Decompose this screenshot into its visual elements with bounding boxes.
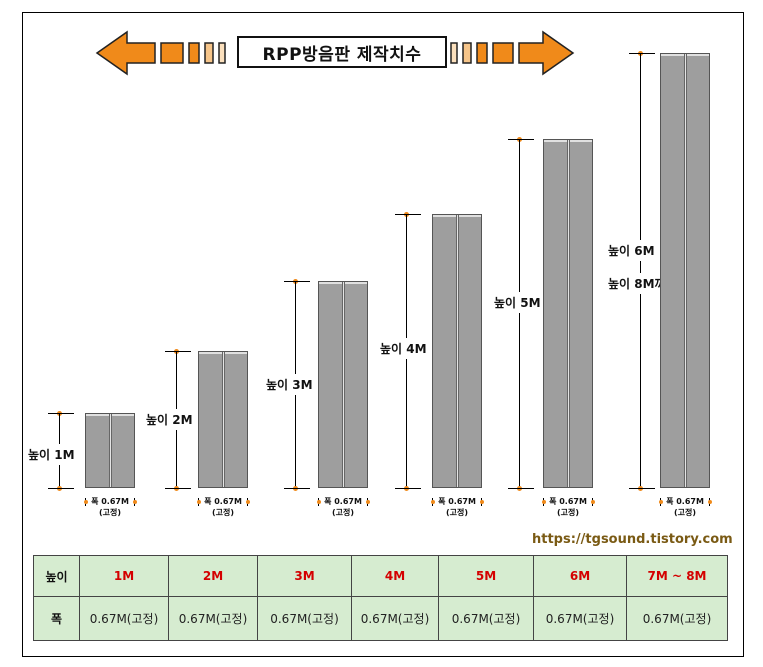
width-cell: 0.67M(고정) [351, 596, 439, 641]
width-label-fixed: (고정) [673, 508, 697, 517]
right-block-4 [492, 42, 514, 64]
right-arrow-icon [518, 30, 575, 76]
dim-top-line [629, 53, 655, 54]
height-label: 높이 2M [146, 409, 193, 430]
left-block-1 [160, 42, 184, 64]
width-label-fixed: (고정) [331, 508, 355, 517]
width-label: 폭 0.67M [91, 497, 129, 506]
height-label: 높이 3M [266, 374, 313, 395]
panel-2m [198, 351, 248, 488]
dim-top-line [508, 139, 534, 140]
title: RPP방음판 제작치수 [237, 36, 447, 68]
width-header: 폭 [33, 596, 80, 641]
dim-bottom-line [395, 488, 421, 489]
dim-top-line [48, 413, 74, 414]
spec-table: 높이 1M 2M 3M 4M 5M 6M 7M ~ 8M 폭 0.67M(고정)… [33, 555, 728, 641]
width-label: 폭 0.67M [549, 497, 587, 506]
height-label: 높이 1M [28, 444, 75, 465]
dim-bottom-line [165, 488, 191, 489]
dim-vertical-line [640, 53, 641, 488]
panel-4m [432, 214, 482, 488]
left-block-4 [218, 42, 226, 64]
width-cell: 0.67M(고정) [257, 596, 352, 641]
dim-top-line [284, 281, 310, 282]
height-cell: 5M [438, 555, 534, 597]
width-cell: 0.67M(고정) [626, 596, 728, 641]
width-label: 폭 0.67M [438, 497, 476, 506]
height-label: 높이 6M [608, 240, 655, 261]
source-url[interactable]: https://tgsound.tistory.com [532, 532, 733, 547]
height-row: 높이 1M 2M 3M 4M 5M 6M 7M ~ 8M [33, 555, 728, 597]
width-cell: 0.67M(고정) [533, 596, 627, 641]
width-label: 폭 0.67M [324, 497, 362, 506]
right-block-3 [476, 42, 488, 64]
height-cell: 6M [533, 555, 627, 597]
left-block-2 [188, 42, 200, 64]
right-block-1 [450, 42, 458, 64]
panel-5m [543, 139, 593, 488]
height-cell: 1M [79, 555, 169, 597]
width-row: 폭 0.67M(고정) 0.67M(고정) 0.67M(고정) 0.67M(고정… [33, 596, 728, 641]
dim-bottom-line [629, 488, 655, 489]
panel-3m [318, 281, 368, 488]
panel-1m [85, 413, 135, 488]
width-label-fixed: (고정) [98, 508, 122, 517]
height-label: 높이 4M [380, 338, 427, 359]
height-cell: 7M ~ 8M [626, 555, 728, 597]
dim-top-line [395, 214, 421, 215]
dim-top-line [165, 351, 191, 352]
width-label-fixed: (고정) [211, 508, 235, 517]
height-cell: 4M [351, 555, 439, 597]
left-arrow-icon [95, 30, 156, 76]
height-header: 높이 [33, 555, 80, 597]
width-cell: 0.67M(고정) [438, 596, 534, 641]
dim-bottom-line [508, 488, 534, 489]
right-block-2 [462, 42, 472, 64]
height-cell: 2M [168, 555, 258, 597]
dim-bottom-line [284, 488, 310, 489]
panel-6m [660, 53, 710, 488]
width-label-fixed: (고정) [445, 508, 469, 517]
width-cell: 0.67M(고정) [79, 596, 169, 641]
height-cell: 3M [257, 555, 352, 597]
width-label-fixed: (고정) [556, 508, 580, 517]
title-banner [95, 30, 575, 76]
width-cell: 0.67M(고정) [168, 596, 258, 641]
dim-vertical-line [519, 139, 520, 488]
dim-bottom-line [48, 488, 74, 489]
height-label-max: 높이 8M까지 [608, 273, 677, 294]
width-label: 폭 0.67M [204, 497, 242, 506]
diagram-frame [22, 12, 744, 657]
height-label: 높이 5M [494, 292, 541, 313]
left-block-3 [204, 42, 214, 64]
width-label: 폭 0.67M [666, 497, 704, 506]
